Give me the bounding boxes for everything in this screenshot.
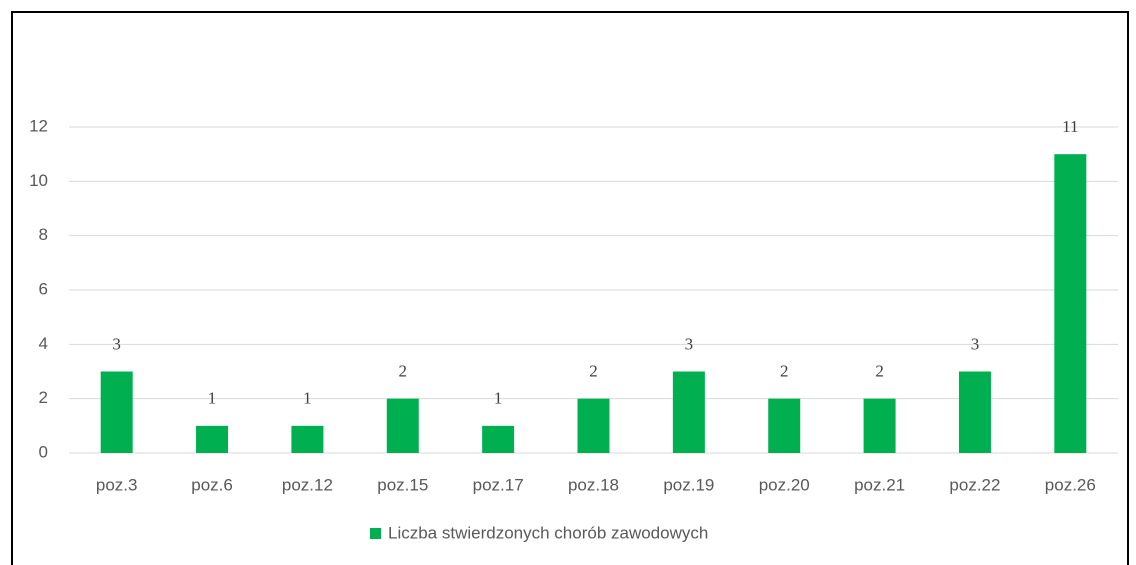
data-label: 11 xyxy=(1062,117,1078,136)
y-tick-label: 2 xyxy=(39,388,48,407)
data-label: 3 xyxy=(685,334,694,353)
y-tick-label: 8 xyxy=(39,225,48,244)
y-tick-label: 12 xyxy=(29,116,48,135)
x-tick-label: poz.26 xyxy=(1045,475,1096,494)
bar xyxy=(100,371,133,453)
data-label: 3 xyxy=(971,334,980,353)
bar xyxy=(768,398,801,453)
x-tick-label: poz.3 xyxy=(96,475,138,494)
x-tick-label: poz.19 xyxy=(663,475,714,494)
x-tick-label: poz.20 xyxy=(759,475,810,494)
x-tick-label: poz.12 xyxy=(282,475,333,494)
bar xyxy=(863,398,896,453)
bar xyxy=(577,398,610,453)
legend-swatch xyxy=(370,528,381,539)
data-label: 1 xyxy=(208,389,217,408)
x-tick-label: poz.21 xyxy=(854,475,905,494)
y-tick-label: 0 xyxy=(39,442,48,461)
y-tick-label: 4 xyxy=(39,334,48,353)
data-label: 1 xyxy=(303,389,312,408)
data-label: 2 xyxy=(399,362,408,381)
x-tick-label: poz.22 xyxy=(949,475,1000,494)
data-label: 2 xyxy=(589,362,598,381)
y-tick-label: 10 xyxy=(29,171,48,190)
x-tick-label: poz.18 xyxy=(568,475,619,494)
x-tick-label: poz.6 xyxy=(191,475,233,494)
frame xyxy=(11,11,1129,565)
bar xyxy=(386,398,419,453)
data-label: 1 xyxy=(494,389,503,408)
bar xyxy=(482,425,515,453)
bar xyxy=(291,425,324,453)
bar xyxy=(196,425,229,453)
data-label: 2 xyxy=(875,362,884,381)
data-label: 2 xyxy=(780,362,789,381)
legend-label: Liczba stwierdzonych chorób zawodowych xyxy=(388,523,708,542)
x-tick-label: poz.15 xyxy=(377,475,428,494)
bar xyxy=(672,371,705,453)
y-tick-label: 6 xyxy=(39,279,48,298)
data-label: 3 xyxy=(112,334,121,353)
x-tick-label: poz.17 xyxy=(473,475,524,494)
bar xyxy=(958,371,991,453)
bar xyxy=(1054,154,1087,453)
